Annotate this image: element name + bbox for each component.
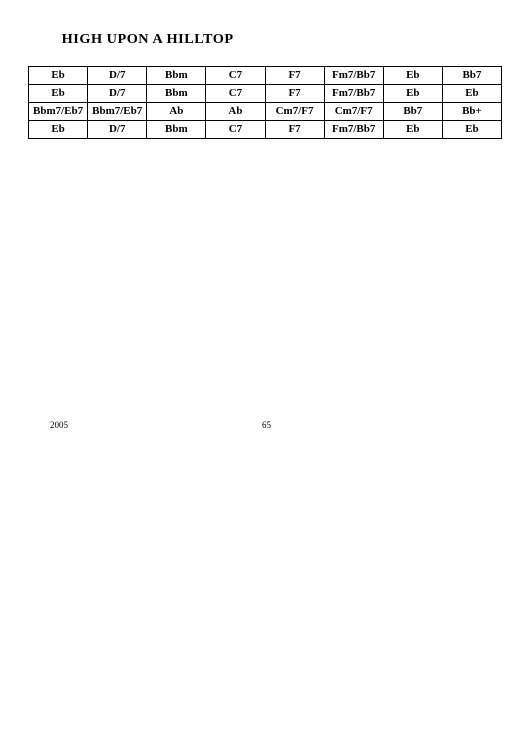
page-title: HIGH UPON A HILLTOP xyxy=(62,32,507,48)
chord-cell: D/7 xyxy=(88,121,147,139)
chord-table: Eb D/7 Bbm C7 F7 Fm7/Bb7 Eb Bb7 Eb D/7 B… xyxy=(28,66,502,139)
chord-cell: C7 xyxy=(206,67,265,85)
chord-cell: Bb+ xyxy=(442,103,501,121)
chord-cell: Ab xyxy=(147,103,206,121)
chord-cell: Bbm7/Eb7 xyxy=(29,103,88,121)
chord-cell: D/7 xyxy=(88,67,147,85)
chord-cell: Eb xyxy=(383,85,442,103)
chord-cell: F7 xyxy=(265,121,324,139)
footer-page-number: 65 xyxy=(262,420,271,430)
chord-cell: Bb7 xyxy=(442,67,501,85)
chord-cell: Eb xyxy=(29,85,88,103)
chord-cell: Eb xyxy=(29,67,88,85)
chord-cell: D/7 xyxy=(88,85,147,103)
chord-cell: Fm7/Bb7 xyxy=(324,67,383,85)
chord-cell: Bbm xyxy=(147,85,206,103)
table-row: Eb D/7 Bbm C7 F7 Fm7/Bb7 Eb Eb xyxy=(29,121,502,139)
table-row: Eb D/7 Bbm C7 F7 Fm7/Bb7 Eb Eb xyxy=(29,85,502,103)
chord-cell: Bbm xyxy=(147,67,206,85)
table-row: Bbm7/Eb7 Bbm7/Eb7 Ab Ab Cm7/F7 Cm7/F7 Bb… xyxy=(29,103,502,121)
chord-cell: Eb xyxy=(29,121,88,139)
chord-cell: F7 xyxy=(265,85,324,103)
chord-table-body: Eb D/7 Bbm C7 F7 Fm7/Bb7 Eb Bb7 Eb D/7 B… xyxy=(29,67,502,139)
chord-cell: Bb7 xyxy=(383,103,442,121)
chord-cell: Ab xyxy=(206,103,265,121)
chord-cell: Eb xyxy=(442,121,501,139)
chord-cell: C7 xyxy=(206,121,265,139)
chord-cell: Bbm xyxy=(147,121,206,139)
chord-cell: Bbm7/Eb7 xyxy=(88,103,147,121)
chord-cell: Fm7/Bb7 xyxy=(324,121,383,139)
chord-cell: F7 xyxy=(265,67,324,85)
footer-year: 2005 xyxy=(50,420,68,430)
chord-cell: Eb xyxy=(442,85,501,103)
chord-cell: Eb xyxy=(383,121,442,139)
chord-cell: Cm7/F7 xyxy=(265,103,324,121)
chord-cell: Cm7/F7 xyxy=(324,103,383,121)
chord-cell: C7 xyxy=(206,85,265,103)
table-row: Eb D/7 Bbm C7 F7 Fm7/Bb7 Eb Bb7 xyxy=(29,67,502,85)
chord-cell: Fm7/Bb7 xyxy=(324,85,383,103)
chord-cell: Eb xyxy=(383,67,442,85)
